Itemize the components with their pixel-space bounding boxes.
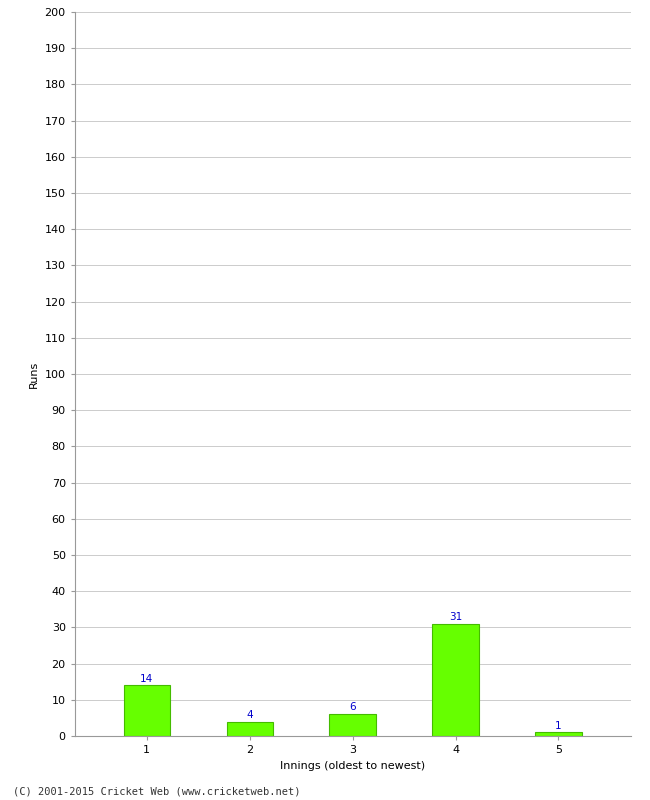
Bar (227, 722, 273, 736)
Bar (432, 624, 478, 736)
Text: 14: 14 (140, 674, 153, 683)
Text: 31: 31 (449, 612, 462, 622)
Text: 6: 6 (349, 702, 356, 713)
Y-axis label: Runs: Runs (29, 360, 39, 388)
Bar (124, 686, 170, 736)
X-axis label: Innings (oldest to newest): Innings (oldest to newest) (280, 761, 425, 770)
Bar (330, 714, 376, 736)
Text: (C) 2001-2015 Cricket Web (www.cricketweb.net): (C) 2001-2015 Cricket Web (www.cricketwe… (13, 786, 300, 796)
Bar (536, 732, 582, 736)
Text: 1: 1 (555, 721, 562, 730)
Text: 4: 4 (246, 710, 253, 720)
